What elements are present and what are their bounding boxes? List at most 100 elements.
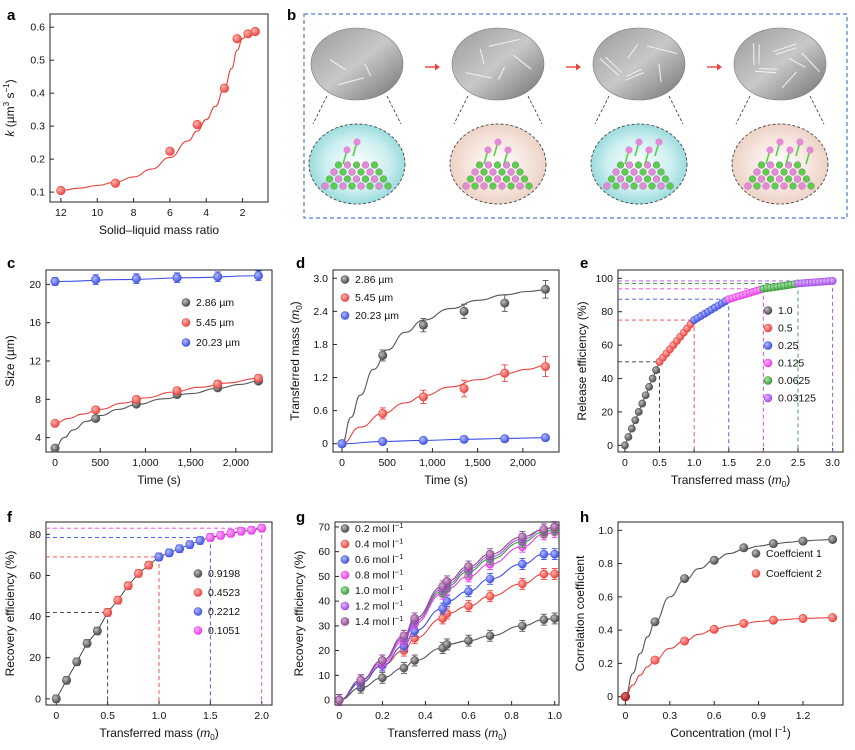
lattice-atom: [762, 182, 770, 190]
stage-arrow-head: [435, 63, 440, 71]
data-point: [539, 549, 549, 559]
legend-marker: [340, 311, 350, 320]
lattice-atom: [352, 175, 361, 183]
data-point: [550, 549, 559, 559]
lattice-atom: [375, 182, 383, 190]
x-axis-label-sub: 0: [782, 480, 787, 489]
crack-line: [753, 42, 755, 65]
x-tick-label: 0.9: [751, 710, 766, 722]
chart-a: 12 10 8 6 4 2 0.1 0.2 0.3 0.4 0.5 0.6 Solid–liquid m…: [2, 13, 269, 237]
data-point: [518, 579, 527, 589]
x-axis-label-main: Transferred mass (: [387, 726, 488, 740]
lattice-atom: [357, 168, 365, 176]
crack-line: [625, 68, 642, 77]
y-tick-label: 0.1: [30, 187, 45, 199]
data-point: [485, 574, 495, 584]
crack-line: [465, 72, 492, 79]
data-point: [798, 613, 808, 623]
lattice-atom: [607, 175, 616, 183]
x-axis-label: Concentration (mol l−1): [670, 725, 791, 740]
stage-1: [308, 27, 440, 205]
stage-3: [590, 27, 722, 205]
legend-marker: [763, 393, 773, 403]
y-tick-label: 0.2: [30, 154, 45, 166]
data-point: [246, 525, 256, 535]
x-tick-label: 0: [622, 710, 628, 722]
crack-line: [498, 67, 505, 80]
lattice-atom: [780, 182, 788, 190]
y-tick-label: 0: [607, 440, 613, 452]
x-tick-label: 1.5: [203, 710, 218, 722]
lattice-atom: [343, 175, 352, 183]
legend-marker: [340, 586, 350, 595]
lattice-atom: [757, 161, 766, 169]
lattice-atom: [661, 175, 670, 183]
data-point: [378, 656, 387, 665]
data-point: [91, 413, 101, 423]
data-point: [539, 525, 549, 534]
x-tick-label: 0.3: [663, 710, 678, 722]
lattice-atom: [657, 182, 665, 190]
y-tick-label: 2.4: [313, 306, 328, 318]
data-point: [92, 626, 102, 636]
y-axis-label: Recovery efficiency (%): [292, 551, 306, 677]
data-point: [550, 569, 559, 579]
legend-marker: [340, 524, 350, 533]
legend-label: 0.4523: [208, 587, 240, 599]
data-point: [798, 536, 808, 546]
y-tick-label: 80: [601, 306, 613, 318]
lattice-atom: [489, 168, 497, 176]
chart-g: 0 0.2 0.4 0.6 0.8 1.0 0 10 20 30 40 50 60 70 0.2 mol l…: [292, 521, 562, 742]
legend-label-main: 0.8 mol l: [355, 570, 395, 582]
data-point: [213, 272, 223, 282]
lattice-atom: [334, 161, 343, 169]
y-axis-label-part: k: [3, 130, 17, 137]
data-point: [72, 657, 82, 667]
data-point: [464, 636, 473, 646]
zoom-line: [453, 95, 469, 125]
x-axis-label-main: Transferred mass (: [671, 473, 772, 487]
lattice-atom: [357, 182, 365, 190]
data-point: [645, 382, 654, 391]
legend-marker: [763, 358, 773, 368]
legend-marker: [193, 626, 203, 635]
y-tick-label: 0.6: [30, 22, 45, 34]
data-point: [500, 434, 510, 444]
y-tick-label: 30: [318, 620, 330, 632]
x-axis-label-var: m: [772, 473, 782, 487]
y-tick-label: 50: [318, 571, 330, 583]
legend-marker: [193, 588, 203, 597]
legend-marker: [340, 539, 350, 549]
y-tick-label: 80: [29, 529, 41, 541]
legend-label: 2.86 µm: [355, 274, 393, 286]
crack-line: [801, 52, 820, 73]
legend-label-sup: −1: [395, 521, 404, 530]
panel-letter-f: f: [7, 509, 13, 526]
chart-d-frame: [332, 269, 560, 453]
legend-marker: [763, 323, 773, 333]
lattice-atom: [361, 175, 370, 183]
data-point: [172, 386, 182, 396]
data-point: [133, 568, 143, 578]
lattice-atom: [471, 168, 479, 176]
molecule-atom: [796, 138, 804, 146]
data-point: [709, 624, 719, 634]
x-tick-label: 8: [131, 207, 137, 219]
lattice-atom: [757, 175, 766, 183]
data-point: [250, 26, 260, 37]
lattice-atom: [348, 182, 356, 190]
x-tick-label: 1,000: [419, 457, 445, 469]
legend-marker: [340, 601, 350, 611]
lattice-atom: [639, 168, 647, 176]
data-point: [518, 621, 527, 631]
lattice-atom: [348, 168, 356, 176]
data-point: [50, 418, 60, 428]
crack-line: [781, 71, 797, 89]
legend-label: 0.0625: [778, 375, 810, 387]
lattice-atom: [493, 175, 502, 183]
molecule-atom: [494, 138, 502, 146]
y-axis-label: Recovery efficiency (%): [3, 551, 17, 677]
lattice-atom: [798, 182, 806, 190]
panel-letter-h: h: [580, 509, 589, 526]
legend-label: 1.2 mol l−1: [355, 599, 403, 613]
